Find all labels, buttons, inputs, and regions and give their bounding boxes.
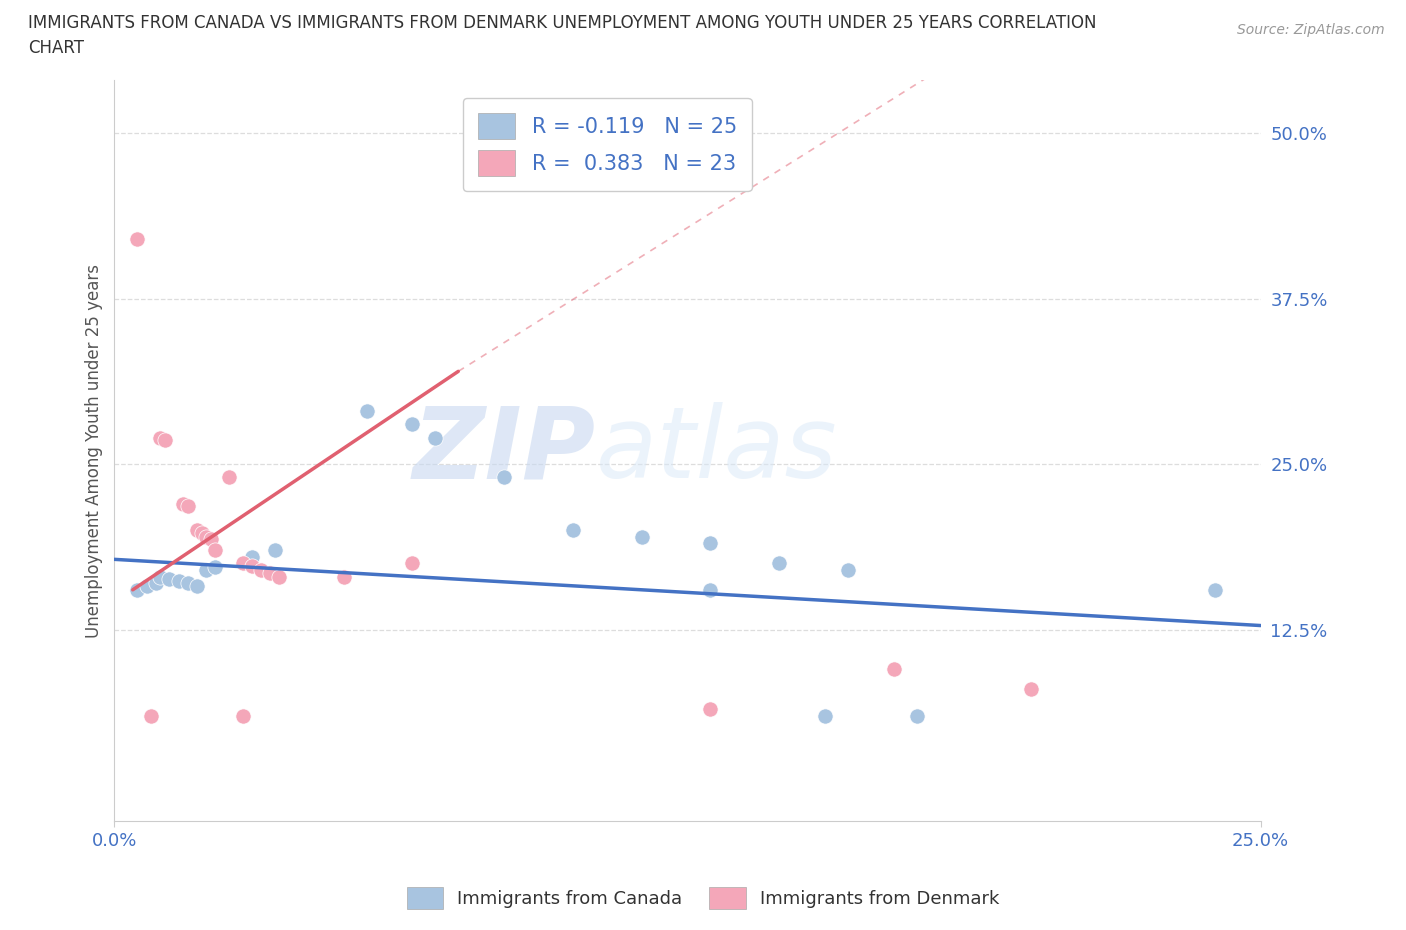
Point — [561, 523, 583, 538]
Legend: Immigrants from Canada, Immigrants from Denmark: Immigrants from Canada, Immigrants from … — [399, 880, 1007, 916]
Point — [153, 432, 176, 447]
Text: CHART: CHART — [28, 39, 84, 57]
Point — [259, 565, 281, 580]
Point — [883, 662, 905, 677]
Point — [269, 569, 291, 584]
Point — [332, 569, 354, 584]
Point — [127, 232, 149, 246]
Point — [167, 573, 190, 588]
Point — [837, 563, 859, 578]
Point — [135, 578, 157, 593]
Point — [186, 578, 208, 593]
Point — [177, 499, 200, 514]
Point — [401, 556, 423, 571]
Point — [232, 556, 254, 571]
Point — [145, 576, 167, 591]
Point — [1204, 582, 1226, 597]
Point — [204, 560, 226, 575]
Point — [425, 430, 447, 445]
Point — [401, 417, 423, 432]
Point — [127, 582, 149, 597]
Point — [159, 572, 181, 587]
Text: Source: ZipAtlas.com: Source: ZipAtlas.com — [1237, 23, 1385, 37]
Point — [768, 556, 790, 571]
Point — [186, 523, 208, 538]
Point — [177, 576, 200, 591]
Point — [190, 525, 212, 540]
Point — [240, 559, 263, 574]
Text: ZIP: ZIP — [413, 403, 596, 499]
Point — [218, 470, 240, 485]
Legend: R = -0.119   N = 25, R =  0.383   N = 23: R = -0.119 N = 25, R = 0.383 N = 23 — [463, 98, 752, 191]
Point — [699, 582, 721, 597]
Point — [1021, 682, 1043, 697]
Y-axis label: Unemployment Among Youth under 25 years: Unemployment Among Youth under 25 years — [86, 264, 103, 638]
Point — [149, 569, 172, 584]
Point — [195, 563, 218, 578]
Point — [264, 542, 287, 557]
Point — [172, 497, 194, 512]
Point — [699, 701, 721, 716]
Point — [240, 550, 263, 565]
Point — [814, 708, 837, 723]
Point — [699, 536, 721, 551]
Text: atlas: atlas — [596, 403, 838, 499]
Point — [356, 404, 378, 418]
Point — [195, 529, 218, 544]
Point — [139, 708, 162, 723]
Point — [232, 708, 254, 723]
Point — [200, 532, 222, 547]
Point — [905, 708, 928, 723]
Point — [630, 529, 652, 544]
Point — [250, 563, 273, 578]
Text: IMMIGRANTS FROM CANADA VS IMMIGRANTS FROM DENMARK UNEMPLOYMENT AMONG YOUTH UNDER: IMMIGRANTS FROM CANADA VS IMMIGRANTS FRO… — [28, 14, 1097, 32]
Point — [494, 470, 516, 485]
Point — [149, 430, 172, 445]
Point — [204, 542, 226, 557]
